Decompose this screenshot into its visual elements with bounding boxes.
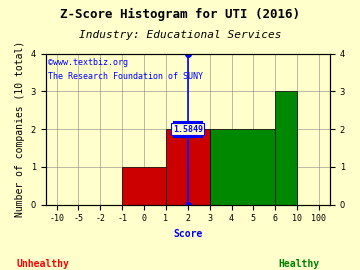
Text: ©www.textbiz.org: ©www.textbiz.org (49, 58, 129, 67)
Text: 1.5849: 1.5849 (173, 124, 203, 134)
Text: Z-Score Histogram for UTI (2016): Z-Score Histogram for UTI (2016) (60, 8, 300, 21)
Text: Healthy: Healthy (278, 259, 319, 269)
Bar (166, 129, 210, 204)
Text: The Research Foundation of SUNY: The Research Foundation of SUNY (49, 72, 203, 81)
Y-axis label: Number of companies (10 total): Number of companies (10 total) (15, 41, 25, 217)
Text: Unhealthy: Unhealthy (17, 259, 69, 269)
Bar (210, 129, 275, 204)
Bar (122, 167, 166, 204)
X-axis label: Score: Score (173, 229, 202, 239)
Bar (275, 91, 297, 204)
Text: Industry: Educational Services: Industry: Educational Services (79, 30, 281, 40)
